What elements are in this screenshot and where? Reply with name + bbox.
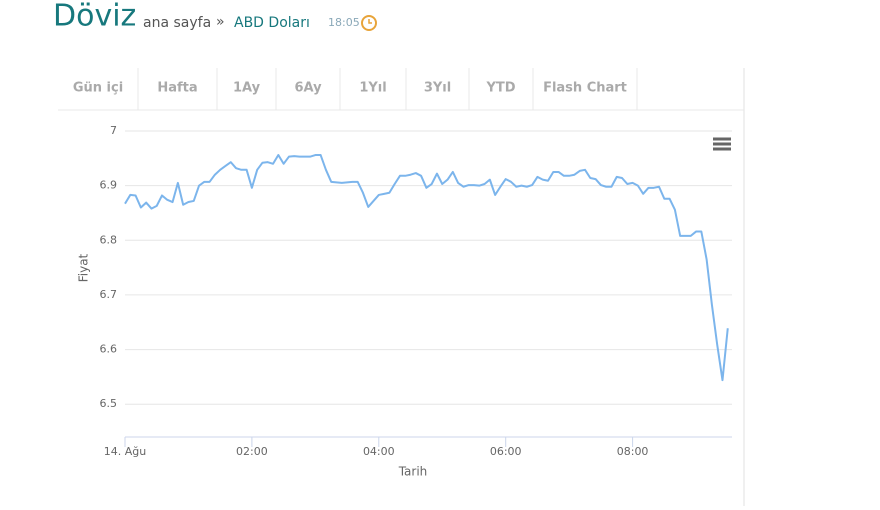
tab[interactable]: YTD [485, 81, 515, 96]
price-line [124, 154, 729, 382]
x-tick-label: 06:00 [490, 445, 522, 458]
y-tick-label: 6.8 [100, 233, 118, 246]
x-tick-label: 14. Ağu [104, 445, 146, 458]
breadcrumb-current[interactable]: ABD Doları [234, 15, 310, 31]
x-axis-title: Tarih [398, 465, 428, 479]
x-tick-label: 02:00 [236, 445, 268, 458]
y-tick-label: 6.9 [100, 179, 118, 192]
tabs: Gün içi Hafta 1Ay 6Ay 1Yıl 3Yıl YTD Flash Chart [73, 68, 638, 110]
tab[interactable]: 1Ay [233, 81, 261, 96]
menu-icon[interactable] [713, 137, 731, 151]
update-time: 18:05 [328, 16, 360, 29]
tab[interactable]: 6Ay [294, 81, 322, 96]
y-tick-label: 6.6 [100, 343, 118, 356]
breadcrumb-home[interactable]: ana sayfa [143, 15, 211, 31]
page-title: Döviz [53, 0, 136, 34]
y-axis-title: Fiyat [77, 253, 91, 282]
clock-icon [361, 15, 377, 31]
tab[interactable]: 3Yıl [424, 81, 451, 96]
x-tick-label: 08:00 [617, 445, 649, 458]
y-tick-label: 7 [110, 124, 117, 137]
tab[interactable]: Flash Chart [543, 81, 627, 96]
y-tick-label: 6.5 [100, 397, 118, 410]
y-tick-label: 6.7 [100, 288, 118, 301]
breadcrumb-separator: » [216, 14, 225, 30]
tab[interactable]: Gün içi [73, 81, 123, 96]
tab[interactable]: 1Yıl [359, 81, 386, 96]
tab[interactable]: Hafta [157, 81, 197, 96]
x-tick-label: 04:00 [363, 445, 395, 458]
